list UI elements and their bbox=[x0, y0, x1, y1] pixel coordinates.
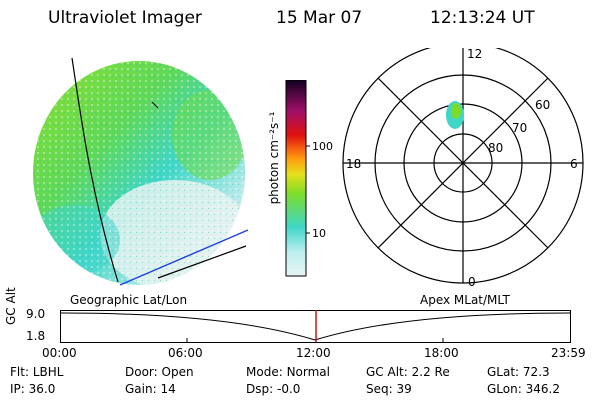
mlt-label-12: 12 bbox=[467, 48, 482, 61]
x-tick-1200: 12:00 bbox=[296, 346, 331, 360]
apex-caption: Apex MLat/MLT bbox=[420, 293, 510, 307]
altitude-timeline bbox=[60, 310, 571, 343]
info-seq: Seq: 39 bbox=[366, 382, 412, 396]
observation-time: 12:13:24 UT bbox=[430, 8, 535, 28]
colorbar-label: photon cm⁻²s⁻¹ bbox=[267, 111, 281, 205]
colorbar-tick-10: 10 bbox=[312, 227, 326, 240]
info-gc-alt: GC Alt: 2.2 Re bbox=[366, 365, 450, 379]
info-ip: IP: 36.0 bbox=[10, 382, 56, 396]
geographic-image bbox=[33, 57, 249, 286]
timeline-y-label: GC Alt bbox=[4, 287, 18, 325]
colorbar: 100 10 bbox=[285, 80, 333, 277]
info-dsp: Dsp: -0.0 bbox=[246, 382, 301, 396]
mlt-label-0: 0 bbox=[468, 275, 476, 289]
info-glat: GLat: 72.3 bbox=[487, 365, 550, 379]
lat-lon-line-blue bbox=[119, 229, 249, 286]
y-tick-min: 1.8 bbox=[26, 329, 46, 343]
polar-plot: 12 18 6 0 60 70 80 bbox=[342, 48, 584, 289]
geographic-caption: Geographic Lat/Lon bbox=[70, 293, 188, 307]
x-tick-1800: 18:00 bbox=[424, 346, 459, 360]
info-flt: Flt: LBHL bbox=[10, 365, 64, 379]
x-tick-0600: 06:00 bbox=[168, 346, 203, 360]
info-glon: GLon: 346.2 bbox=[487, 382, 560, 396]
info-door: Door: Open bbox=[125, 365, 194, 379]
mlt-label-18: 18 bbox=[346, 157, 361, 171]
mlat-label-60: 60 bbox=[535, 98, 550, 112]
mlat-label-80: 80 bbox=[488, 141, 503, 155]
info-gain: Gain: 14 bbox=[125, 382, 176, 396]
lat-lon-line-black bbox=[157, 245, 247, 279]
colorbar-tick-100: 100 bbox=[312, 140, 333, 153]
x-tick-2359: 23:59 bbox=[551, 346, 586, 360]
observation-date: 15 Mar 07 bbox=[276, 8, 363, 28]
x-tick-0000: 00:00 bbox=[42, 346, 77, 360]
tick-mark bbox=[151, 101, 159, 109]
info-mode: Mode: Normal bbox=[246, 365, 330, 379]
auroral-spot-core bbox=[451, 103, 461, 119]
terminator-curve bbox=[71, 57, 119, 283]
instrument-title: Ultraviolet Imager bbox=[48, 8, 202, 28]
y-tick-max: 9.0 bbox=[26, 307, 46, 321]
mlt-label-6: 6 bbox=[570, 157, 578, 171]
mlat-label-70: 70 bbox=[512, 121, 527, 135]
